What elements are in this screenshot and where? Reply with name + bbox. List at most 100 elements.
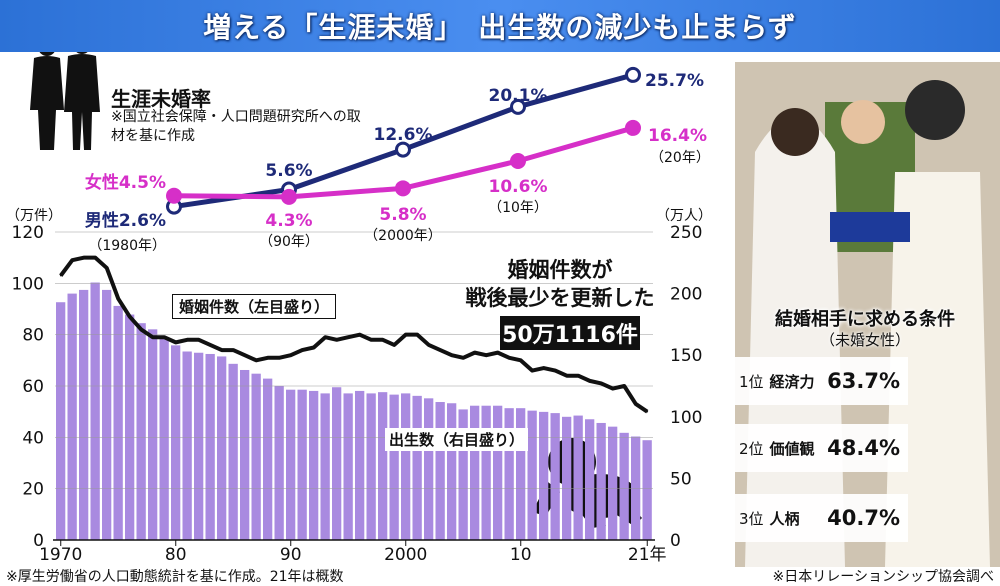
rate-point: [281, 188, 297, 205]
condition-rank: 1位: [739, 372, 764, 391]
rate-note: ※国立社会保障・人口問題研究所への取材を基に作成: [111, 109, 361, 144]
chart-axes: 0 20 40 60 80 100 120 0 50 100 150 200 250 1970 80 90 20…: [12, 223, 703, 565]
condition-row: 1位 経済力 63.7%: [733, 357, 908, 405]
headline-banner: 増える「生涯未婚」 出生数の減少も止まらず: [0, 0, 1000, 52]
right-tick-label: 150: [670, 346, 702, 366]
births-bar: [608, 426, 618, 540]
marriages-point: [186, 339, 189, 341]
conditions-title: 結婚相手に求める条件: [775, 309, 955, 330]
births-bar: [401, 393, 411, 540]
rate-value-label: 5.8%: [379, 205, 426, 225]
marriages-point: [324, 336, 327, 339]
marriages-point: [128, 315, 131, 318]
births-bar: [102, 289, 112, 540]
rate-point: [625, 66, 641, 83]
marriages-point: [600, 382, 603, 385]
rate-point: [395, 141, 411, 158]
marriages-point: [197, 339, 200, 341]
marriages-point: [71, 259, 74, 262]
births-bar: [366, 393, 376, 540]
left-tick-label: 60: [22, 377, 44, 397]
births-bar: [286, 389, 296, 540]
births-bar: [412, 395, 422, 540]
marriages-point: [531, 369, 534, 372]
births-bar: [389, 394, 399, 540]
right-tick-label: 100: [670, 408, 702, 428]
rate-value-label: 16.4%: [648, 126, 707, 146]
marriages-point: [243, 354, 246, 357]
rate-point: [510, 98, 526, 115]
condition-label: 経済力: [769, 372, 815, 391]
marriages-point: [450, 354, 453, 357]
footer-source-left: ※厚生労働省の人口動態統計を基に作成。21年は概数: [6, 569, 344, 585]
right-tick-label: 250: [670, 223, 702, 243]
x-tick-label: 10: [510, 545, 532, 565]
births-bar: [113, 305, 123, 540]
births-bar: [504, 408, 514, 540]
callout-line: 婚姻件数が: [507, 258, 613, 282]
callout-line: 戦後最少を更新した: [465, 286, 655, 310]
x-tick-label: 21年: [628, 545, 667, 565]
marriages-point: [381, 339, 384, 341]
left-tick-label: 120: [12, 223, 44, 243]
births-bar: [562, 416, 572, 540]
x-tick-label: 90: [280, 545, 302, 565]
rate-value-label: 4.3%: [265, 211, 312, 231]
births-bar: [573, 415, 583, 540]
left-axis-unit: （万件）: [6, 208, 62, 224]
marriages-point: [519, 359, 522, 362]
marriages-point: [358, 333, 361, 336]
marriages-point: [462, 356, 465, 359]
births-bar: [631, 436, 641, 540]
births-bar: [90, 282, 100, 540]
rate-value-label: 12.6%: [374, 125, 433, 145]
rate-point: [510, 152, 526, 169]
marriages-point: [565, 374, 568, 377]
marriages-point: [312, 346, 315, 349]
condition-value: 48.4%: [827, 436, 900, 460]
marriages-point: [151, 336, 154, 339]
marriages-point: [439, 349, 442, 351]
births-bar: [217, 356, 227, 540]
births-bar: [378, 392, 388, 540]
x-tick-label: 80: [165, 545, 187, 565]
right-tick-label: 200: [670, 285, 702, 305]
births-bar: [136, 323, 146, 540]
marriages-point: [485, 354, 488, 357]
rate-title: 生涯未婚率: [111, 87, 211, 111]
marriages-point: [646, 410, 649, 413]
births-bar: [355, 390, 365, 540]
marriages-point: [611, 387, 614, 390]
marriages-series-label: 婚姻件数（左目盛り）: [172, 294, 337, 319]
births-bar: [240, 369, 250, 540]
marriages-point: [117, 297, 120, 300]
marriages-point: [347, 336, 350, 339]
rate-value-label: 10.6%: [489, 177, 548, 197]
births-bar: [516, 408, 526, 540]
marriages-point: [496, 351, 499, 354]
left-tick-label: 100: [12, 274, 44, 294]
rate-point: [166, 187, 182, 204]
births-bar: [458, 409, 468, 540]
marriages-point: [59, 274, 62, 277]
births-bar: [424, 398, 434, 540]
marriages-point: [301, 349, 304, 351]
births-bar: [263, 378, 273, 540]
headline: 増える「生涯未婚」 出生数の減少も止まらず: [203, 11, 797, 44]
marriages-point: [278, 356, 281, 359]
marriages-point: [82, 256, 85, 259]
rate-point: [625, 119, 641, 136]
births-bar: [67, 293, 77, 540]
marriages-point: [163, 336, 166, 339]
rate-value-label: 女性4.5%: [85, 172, 166, 193]
silhouette-icon: [30, 52, 100, 150]
births-bar: [274, 386, 284, 540]
marriages-point: [427, 344, 430, 346]
wedding-photo-illustration: [735, 62, 1000, 567]
marriages-point: [508, 356, 511, 359]
marriages-line: [59, 255, 649, 414]
condition-rank: 3位: [739, 509, 764, 528]
marriages-point: [554, 369, 557, 372]
left-tick-label: 80: [22, 326, 44, 346]
marriages-point: [140, 328, 143, 331]
